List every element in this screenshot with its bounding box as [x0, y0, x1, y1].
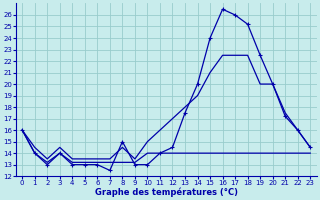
X-axis label: Graphe des températures (°C): Graphe des températures (°C) — [95, 187, 238, 197]
